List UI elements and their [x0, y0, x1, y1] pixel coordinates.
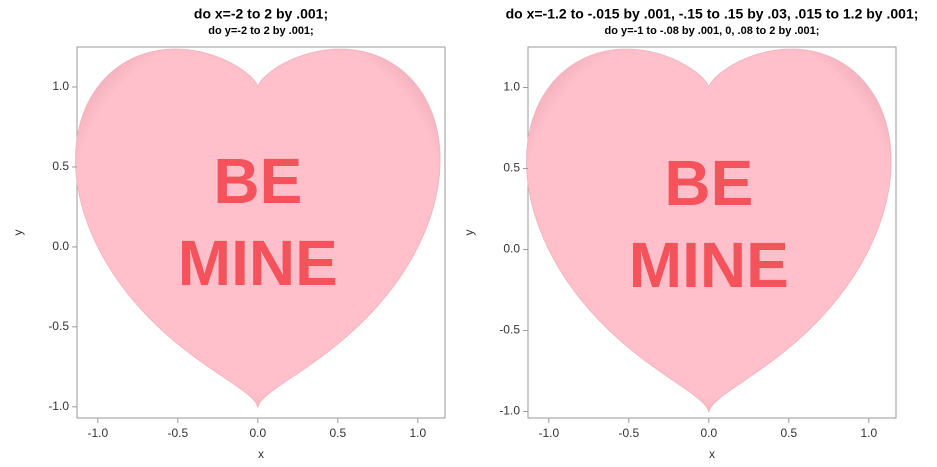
- heart-shape: [75, 48, 441, 409]
- annotation: MINE: [629, 229, 789, 301]
- x-tick-label: -0.5: [618, 426, 639, 440]
- x-axis-label: x: [258, 447, 264, 461]
- y-tick-label: -1.0: [499, 404, 520, 418]
- y-tick-label: -0.5: [499, 323, 520, 337]
- y-tick-label: 1.0: [52, 79, 69, 93]
- annotation: BE: [213, 145, 302, 217]
- y-tick-label: -1.0: [48, 399, 69, 413]
- chart-title: do x=-1.2 to -.015 by .001, -.15 to .15 …: [506, 6, 919, 22]
- chart-subtitle: do y=-1 to -.08 by .001, 0, .08 to 2 by …: [605, 25, 820, 37]
- y-tick-label: 0.5: [503, 161, 520, 175]
- x-axis-label: x: [709, 447, 715, 461]
- heart-shape: [526, 48, 892, 413]
- x-tick-label: 1.0: [860, 426, 877, 440]
- x-tick-label: 0.0: [700, 426, 717, 440]
- x-tick-label: 0.0: [249, 426, 266, 440]
- x-tick-label: 1.0: [409, 426, 426, 440]
- x-tick-label: 0.5: [329, 426, 346, 440]
- x-tick-label: -0.5: [167, 426, 188, 440]
- x-tick-label: -1.0: [87, 426, 108, 440]
- y-tick-label: 0.5: [52, 159, 69, 173]
- y-axis-label: y: [11, 230, 25, 236]
- y-tick-label: 0.0: [503, 242, 520, 256]
- y-axis-label: y: [462, 230, 476, 236]
- annotation: BE: [664, 147, 753, 219]
- x-tick-label: 0.5: [780, 426, 797, 440]
- annotation: MINE: [178, 227, 338, 299]
- chart-title: do x=-2 to 2 by .001;: [194, 6, 328, 22]
- chart-subtitle: do y=-2 to 2 by .001;: [208, 25, 313, 37]
- y-tick-label: 1.0: [503, 80, 520, 94]
- y-tick-label: -0.5: [48, 319, 69, 333]
- x-tick-label: -1.0: [538, 426, 559, 440]
- y-tick-label: 0.0: [52, 239, 69, 253]
